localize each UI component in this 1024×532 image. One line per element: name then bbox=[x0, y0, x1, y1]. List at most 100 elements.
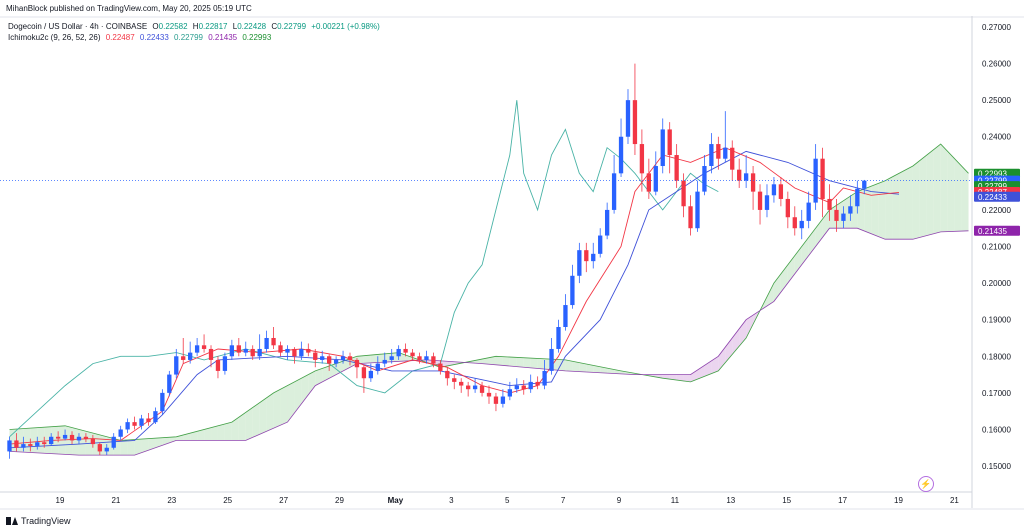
cloud-segment bbox=[572, 361, 580, 372]
ohlc-change: +0.00221 (+0.98%) bbox=[311, 22, 380, 31]
candle-body bbox=[556, 327, 561, 349]
x-tick-label: 19 bbox=[56, 496, 65, 505]
candle-body bbox=[778, 184, 784, 199]
candle-body bbox=[35, 442, 40, 446]
candle-body bbox=[500, 396, 506, 404]
candle-body bbox=[222, 356, 228, 371]
tradingview-logo[interactable]: TradingView bbox=[6, 516, 71, 526]
candle-body bbox=[285, 348, 290, 353]
candle-body bbox=[806, 202, 811, 221]
cloud-segment bbox=[336, 361, 344, 375]
candle-body bbox=[472, 385, 478, 390]
candle-body bbox=[716, 144, 721, 159]
cloud-segment bbox=[287, 381, 295, 423]
candle-body bbox=[188, 352, 193, 360]
price-label-value: 0.22799 bbox=[978, 182, 1007, 191]
y-tick-label: 0.19000 bbox=[982, 316, 1011, 325]
candle-body bbox=[674, 155, 679, 181]
candle-body bbox=[514, 385, 519, 390]
cloud-segment bbox=[885, 176, 893, 240]
candle-body bbox=[549, 348, 554, 371]
candle-body bbox=[730, 147, 735, 170]
candle-body bbox=[764, 195, 770, 210]
candle-body bbox=[181, 356, 186, 360]
candle-body bbox=[340, 356, 346, 360]
candle-body bbox=[611, 173, 617, 210]
cloud-segment bbox=[224, 422, 232, 441]
candle-body bbox=[257, 348, 262, 357]
x-tick-label: 27 bbox=[279, 496, 288, 505]
candle-body bbox=[97, 444, 102, 452]
candle-body bbox=[445, 370, 450, 379]
indicator-spana-value: 0.22993 bbox=[242, 33, 272, 42]
candle-body bbox=[570, 275, 575, 306]
candle-body bbox=[785, 198, 790, 218]
cloud-segment bbox=[134, 439, 142, 456]
candle-body bbox=[333, 359, 339, 364]
kijun-sen-line bbox=[9, 150, 900, 449]
candle-body bbox=[208, 348, 214, 360]
candle-body bbox=[431, 356, 436, 364]
indicator-lagging-value: 0.22799 bbox=[174, 33, 203, 42]
candle-body bbox=[507, 389, 513, 397]
cloud-segment bbox=[905, 166, 913, 240]
candle-body bbox=[320, 356, 325, 360]
candle-body bbox=[646, 173, 651, 192]
candle-body bbox=[278, 345, 283, 353]
cloud-segment bbox=[766, 283, 774, 306]
cloud-segment bbox=[871, 183, 879, 237]
candle-body bbox=[132, 422, 137, 426]
candle-body bbox=[215, 359, 221, 371]
candle-body bbox=[486, 392, 492, 397]
y-tick-label: 0.27000 bbox=[982, 23, 1011, 32]
candle-body bbox=[792, 217, 797, 229]
x-tick-label: 11 bbox=[671, 496, 680, 505]
y-tick-label: 0.25000 bbox=[982, 96, 1011, 105]
candle-body bbox=[201, 345, 207, 349]
candle-body bbox=[368, 370, 374, 379]
candle-body bbox=[299, 348, 304, 357]
candle-body bbox=[167, 374, 172, 393]
candle-body bbox=[424, 356, 429, 360]
candle-body bbox=[55, 436, 61, 439]
candle-body bbox=[771, 184, 777, 196]
cloud-segment bbox=[141, 438, 149, 453]
candle-body bbox=[834, 209, 839, 221]
candle-body bbox=[313, 352, 318, 360]
cloud-segment bbox=[899, 169, 906, 240]
lightning-icon[interactable]: ⚡ bbox=[918, 476, 934, 492]
candle-body bbox=[389, 356, 394, 360]
candle-body bbox=[375, 363, 380, 371]
cloud-segment bbox=[593, 365, 601, 373]
candle-body bbox=[625, 100, 631, 137]
candle-body bbox=[535, 381, 540, 386]
candle-body bbox=[21, 444, 26, 448]
cloud-segment bbox=[926, 149, 934, 236]
cloud-segment bbox=[44, 426, 52, 454]
candle-body bbox=[598, 235, 603, 254]
indicator-name: Ichimoku2c (9, 26, 52, 26) bbox=[8, 33, 101, 42]
cloud-segment bbox=[676, 374, 684, 381]
x-tick-label: 13 bbox=[726, 496, 735, 505]
cloud-segment bbox=[217, 423, 225, 441]
cloud-segment bbox=[155, 437, 163, 448]
candle-body bbox=[820, 158, 825, 199]
chikou-span-line bbox=[9, 100, 719, 438]
cloud-segment bbox=[954, 158, 962, 232]
cloud-segment bbox=[530, 358, 538, 369]
candle-body bbox=[236, 345, 241, 353]
candle-body bbox=[479, 385, 485, 393]
candle-body bbox=[493, 396, 499, 404]
cloud-segment bbox=[211, 425, 218, 441]
cloud-segment bbox=[933, 144, 941, 234]
cloud-segment bbox=[127, 439, 135, 456]
candle-body bbox=[827, 198, 832, 210]
candle-body bbox=[563, 305, 568, 328]
cloud-segment bbox=[23, 428, 31, 453]
candle-body bbox=[632, 100, 638, 145]
candle-body bbox=[417, 356, 422, 360]
cloud-segment bbox=[502, 356, 510, 367]
cloud-segment bbox=[148, 438, 156, 451]
